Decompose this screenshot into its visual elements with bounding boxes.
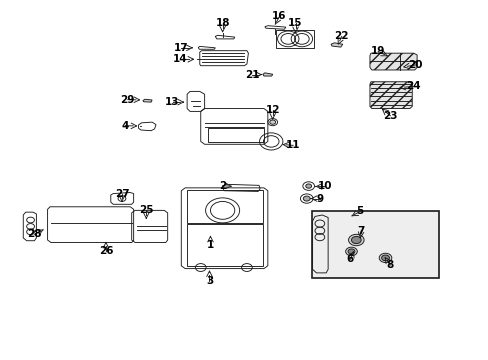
Circle shape (303, 196, 309, 201)
Text: 29: 29 (121, 95, 135, 105)
Polygon shape (142, 99, 152, 102)
Circle shape (378, 253, 391, 262)
Text: 12: 12 (265, 105, 279, 115)
Text: 11: 11 (285, 140, 300, 150)
Text: 24: 24 (406, 81, 420, 91)
Text: 4: 4 (122, 121, 129, 131)
Text: 1: 1 (206, 240, 214, 250)
Text: 20: 20 (407, 60, 422, 70)
Circle shape (347, 249, 354, 254)
Text: 16: 16 (272, 12, 286, 21)
Text: 17: 17 (174, 43, 188, 53)
Text: 23: 23 (382, 111, 397, 121)
Bar (276, 30, 313, 48)
Text: 8: 8 (386, 260, 393, 270)
Polygon shape (263, 73, 272, 76)
Text: 5: 5 (356, 206, 363, 216)
Text: 15: 15 (288, 18, 302, 28)
Text: 9: 9 (316, 194, 323, 203)
Text: 2: 2 (219, 181, 226, 191)
Text: 22: 22 (334, 31, 348, 41)
Text: 13: 13 (165, 97, 180, 107)
Text: 18: 18 (215, 18, 229, 28)
Polygon shape (369, 53, 416, 70)
Circle shape (351, 237, 361, 244)
Text: 26: 26 (99, 246, 113, 256)
Polygon shape (369, 82, 411, 109)
Text: 7: 7 (357, 226, 364, 236)
Circle shape (381, 255, 388, 261)
Circle shape (305, 184, 311, 188)
Text: 10: 10 (317, 181, 331, 192)
Text: 3: 3 (205, 276, 213, 286)
Text: 6: 6 (346, 254, 353, 264)
Circle shape (345, 247, 357, 256)
Text: 21: 21 (244, 69, 259, 80)
Text: 19: 19 (370, 46, 385, 57)
Polygon shape (330, 43, 342, 47)
Text: 28: 28 (27, 229, 41, 239)
Text: 25: 25 (139, 205, 153, 215)
Bar (311, 211, 438, 278)
Text: 14: 14 (173, 54, 187, 64)
Circle shape (348, 234, 364, 246)
Text: 27: 27 (114, 189, 129, 199)
Circle shape (269, 120, 275, 124)
